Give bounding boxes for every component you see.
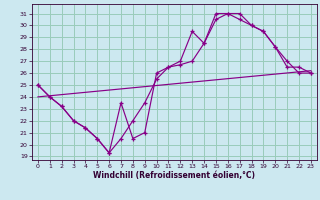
X-axis label: Windchill (Refroidissement éolien,°C): Windchill (Refroidissement éolien,°C) [93,171,255,180]
